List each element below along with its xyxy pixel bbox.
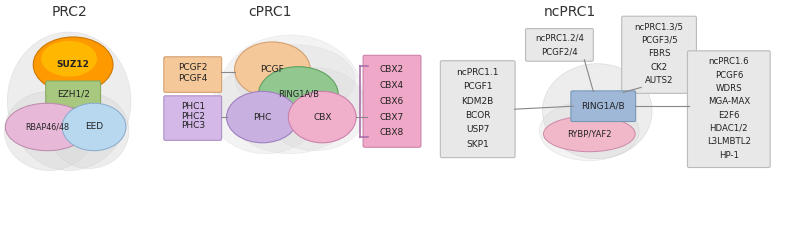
FancyBboxPatch shape [46,81,100,108]
Text: EZH1/2: EZH1/2 [57,90,89,99]
Ellipse shape [540,101,639,161]
Ellipse shape [288,91,356,143]
Ellipse shape [49,93,129,169]
Ellipse shape [211,65,320,154]
Text: SUZ12: SUZ12 [57,60,89,69]
Ellipse shape [62,103,126,151]
Text: PHC3: PHC3 [181,122,205,130]
Text: CBX: CBX [313,113,332,122]
Text: PCGF6: PCGF6 [715,70,743,80]
Text: AUTS2: AUTS2 [645,76,673,85]
Ellipse shape [5,91,94,171]
Text: HP-1: HP-1 [719,151,739,160]
Text: PCGF2/4: PCGF2/4 [541,47,577,56]
Ellipse shape [235,42,310,97]
FancyBboxPatch shape [687,51,770,168]
Text: MGA-MAX: MGA-MAX [708,97,750,106]
Text: PHC: PHC [254,113,272,122]
Text: USP7: USP7 [466,125,489,134]
Ellipse shape [33,37,113,92]
Text: PCGF3/5: PCGF3/5 [641,36,678,45]
FancyBboxPatch shape [440,61,515,158]
Text: ncPRC1.6: ncPRC1.6 [709,57,749,66]
Ellipse shape [7,32,131,171]
FancyBboxPatch shape [363,55,421,147]
Ellipse shape [6,103,89,151]
Text: BCOR: BCOR [465,111,491,120]
Text: PCGF4: PCGF4 [178,74,208,83]
Ellipse shape [543,64,652,159]
Ellipse shape [544,116,635,152]
Text: HDAC1/2: HDAC1/2 [709,124,748,133]
Text: PHC2: PHC2 [181,112,205,121]
Ellipse shape [41,41,97,76]
Text: PCGF1: PCGF1 [463,82,492,91]
Text: FBRS: FBRS [648,49,671,58]
Text: E2F6: E2F6 [718,111,739,120]
Text: RBAP46/48: RBAP46/48 [25,123,70,131]
Text: CBX7: CBX7 [380,113,404,122]
Ellipse shape [258,67,338,122]
Text: RING1A/B: RING1A/B [581,102,625,111]
Ellipse shape [263,68,367,151]
Text: CBX4: CBX4 [380,81,404,90]
Ellipse shape [235,45,356,114]
Text: L3LMBTL2: L3LMBTL2 [707,137,750,146]
Text: cPRC1: cPRC1 [249,5,292,19]
Ellipse shape [227,91,299,143]
FancyBboxPatch shape [571,91,636,122]
Ellipse shape [219,35,362,154]
FancyBboxPatch shape [164,96,222,140]
Text: PCGF2: PCGF2 [178,63,208,72]
FancyBboxPatch shape [164,57,222,92]
Text: ncPRC1.2/4: ncPRC1.2/4 [535,33,584,43]
Text: KDM2B: KDM2B [461,97,494,106]
Text: ncPRC1.3/5: ncPRC1.3/5 [634,23,683,32]
Text: CBX2: CBX2 [380,65,404,74]
Text: CBX8: CBX8 [380,128,404,137]
FancyBboxPatch shape [622,16,697,93]
Text: WDRS: WDRS [716,84,742,93]
Text: PCGF: PCGF [261,65,284,74]
Text: ncPRC1.1: ncPRC1.1 [457,68,499,77]
Text: EED: EED [85,123,103,131]
Text: CK2: CK2 [650,63,668,72]
Text: CBX6: CBX6 [380,97,404,106]
FancyBboxPatch shape [525,29,593,61]
Text: PRC2: PRC2 [51,5,87,19]
Text: RING1A/B: RING1A/B [278,90,319,99]
Text: RYBP/YAF2: RYBP/YAF2 [567,129,611,138]
Text: ncPRC1: ncPRC1 [544,5,596,19]
Text: PHC1: PHC1 [181,102,205,111]
Text: SKP1: SKP1 [466,140,489,149]
